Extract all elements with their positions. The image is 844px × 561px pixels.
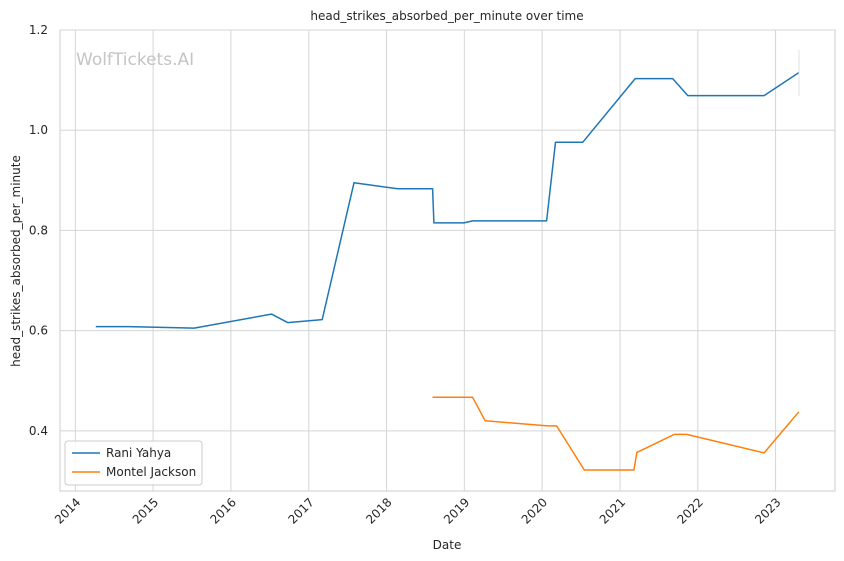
x-tick-label: 2020	[519, 495, 550, 526]
y-tick-label: 0.6	[29, 324, 48, 338]
legend-box	[64, 440, 203, 486]
x-tick-label: 2017	[285, 495, 316, 526]
x-tick-label: 2015	[130, 495, 161, 526]
legend: Rani Yahya Montel Jackson	[64, 440, 203, 486]
x-tick-label: 2018	[363, 495, 394, 526]
x-tick-label: 2021	[597, 495, 628, 526]
series-line-rani-yahya	[95, 71, 800, 329]
y-tick-label: 0.8	[29, 223, 48, 237]
y-tick-label: 0.4	[29, 424, 48, 438]
x-axis-title: Date	[433, 538, 462, 552]
x-tick-label: 2022	[674, 495, 705, 526]
x-tick-label: 2016	[207, 495, 238, 526]
y-axis-title: head_strikes_absorbed_per_minute	[9, 155, 23, 367]
plot-area	[59, 29, 836, 492]
chart-title: head_strikes_absorbed_per_minute over ti…	[310, 9, 583, 23]
series-line-montel-jackson	[432, 396, 800, 471]
x-tick-label: 2014	[52, 495, 83, 526]
x-tick-label: 2019	[441, 495, 472, 526]
legend-label-rani-yahya: Rani Yahya	[106, 446, 171, 460]
x-axis-ticks: 2014 2015 2016 2017 2018 2019 2020 2021 2022 2023	[52, 495, 784, 526]
grid	[60, 29, 835, 491]
legend-label-montel-jackson: Montel Jackson	[106, 465, 196, 479]
y-tick-label: 1.0	[29, 123, 48, 137]
y-tick-label: 1.2	[29, 23, 48, 37]
x-tick-label: 2023	[752, 495, 783, 526]
watermark-text: WolfTickets.AI	[76, 50, 194, 70]
y-axis-ticks: 0.4 0.6 0.8 1.0 1.2	[29, 23, 48, 438]
series-lines	[95, 71, 800, 471]
